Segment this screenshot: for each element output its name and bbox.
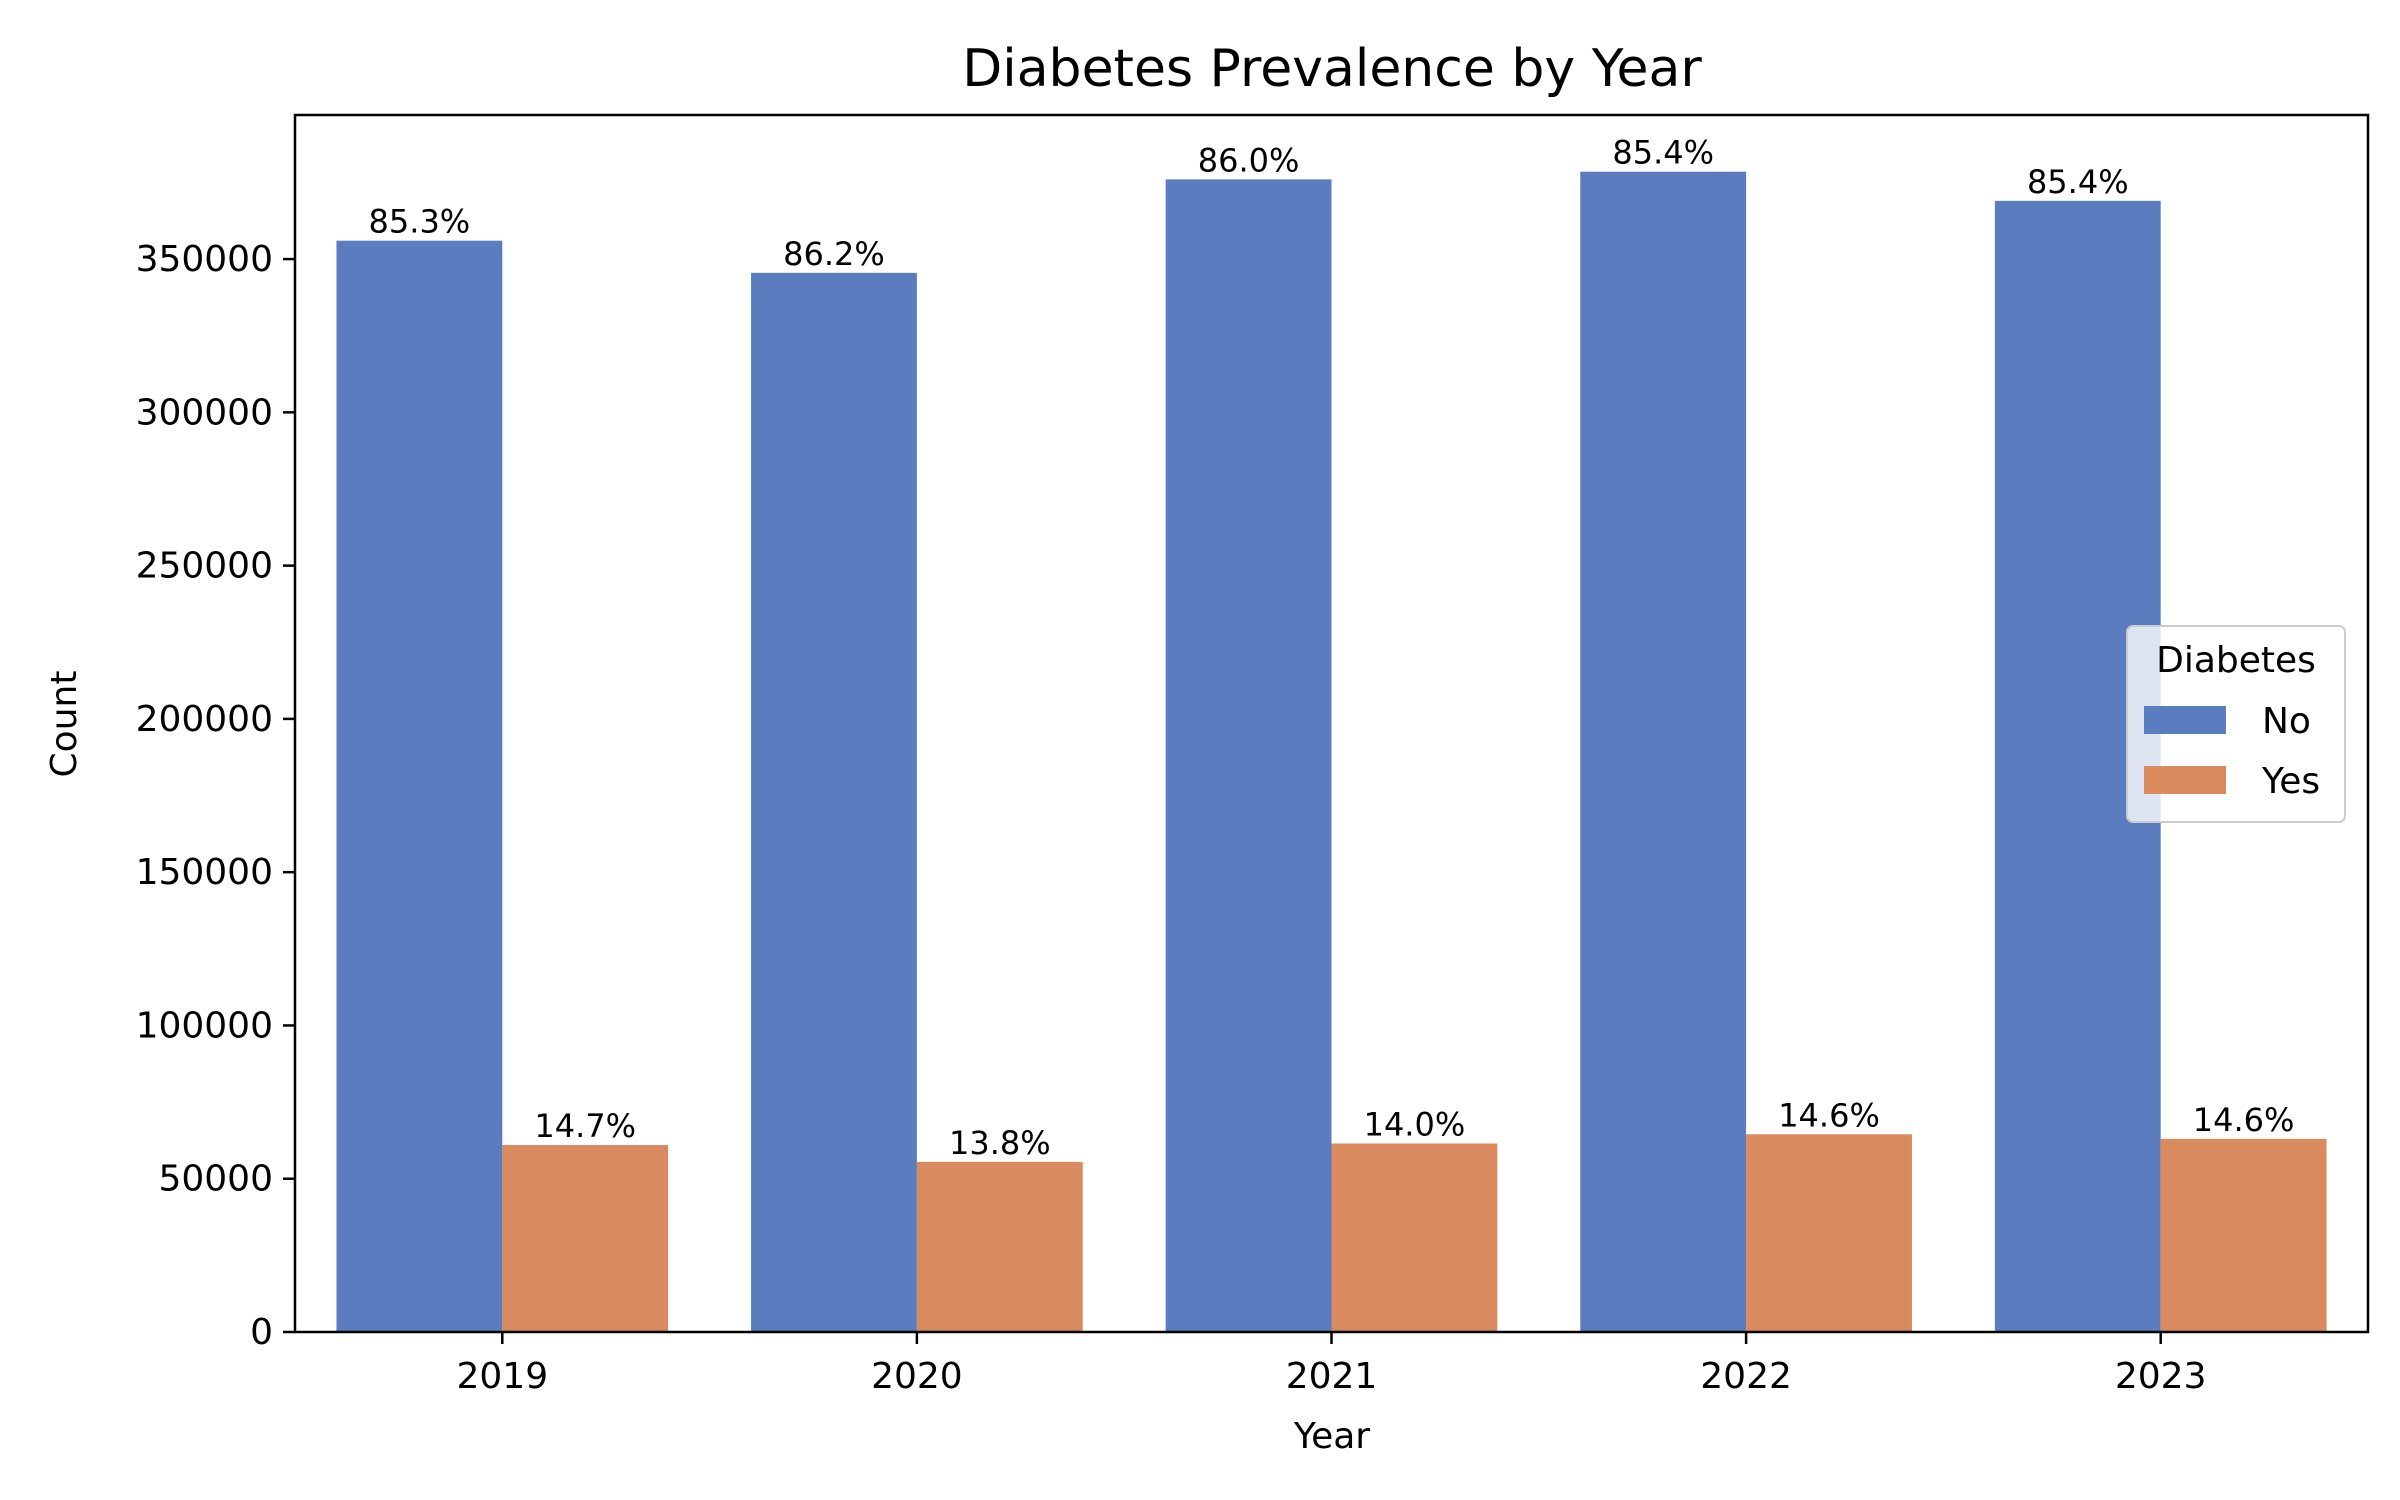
y-tick-label: 200000 xyxy=(136,699,273,740)
bar-no-2020 xyxy=(751,272,917,1332)
x-tick-label-2019: 2019 xyxy=(456,1356,548,1397)
x-axis-label: Year xyxy=(1293,1416,1370,1457)
y-axis-label: Count xyxy=(44,671,85,778)
bar-label-yes-2019: 14.7% xyxy=(534,1107,636,1145)
bar-label-yes-2022: 14.6% xyxy=(1778,1096,1880,1134)
x-tick-label-2023: 2023 xyxy=(2115,1356,2207,1397)
plot-frame xyxy=(293,113,2370,1334)
bar-label-no-2020: 86.2% xyxy=(783,235,885,273)
legend-label-no: No xyxy=(2262,701,2311,742)
chart-title: Diabetes Prevalence by Year xyxy=(962,39,1702,99)
x-tick-label-2020: 2020 xyxy=(871,1356,963,1397)
y-tick-label: 150000 xyxy=(136,852,273,893)
legend-swatch-yes xyxy=(2144,766,2226,794)
y-tick-label: 0 xyxy=(250,1312,273,1353)
bar-yes-2019 xyxy=(502,1145,669,1332)
y-tick-label: 50000 xyxy=(158,1159,273,1200)
bar-no-2019 xyxy=(336,240,503,1332)
x-tick-label-2022: 2022 xyxy=(1700,1356,1792,1397)
legend-label-yes: Yes xyxy=(2261,761,2320,802)
legend-swatch-no xyxy=(2144,706,2226,734)
bars-group xyxy=(336,171,2327,1333)
bar-yes-2023 xyxy=(2160,1138,2327,1332)
bar-label-no-2022: 85.4% xyxy=(1612,134,1714,172)
y-tick-label: 100000 xyxy=(136,1005,273,1046)
y-tick-label: 350000 xyxy=(136,239,273,280)
x-tick-label-2021: 2021 xyxy=(1286,1356,1378,1397)
bar-label-no-2019: 85.3% xyxy=(369,203,471,241)
legend-title: Diabetes xyxy=(2156,640,2316,681)
y-tick-label: 250000 xyxy=(136,546,273,587)
bar-no-2021 xyxy=(1165,179,1332,1332)
y-tick-label: 300000 xyxy=(136,392,273,433)
bar-labels-group: 85.3% 86.2% 86.0% 85.4% 85.4% 14.7% 13.8% 14.0%… xyxy=(369,134,2295,1162)
y-axis: 0 50000 100000 150000 200000 250000 300000 3500… xyxy=(136,239,295,1353)
bar-label-yes-2020: 13.8% xyxy=(949,1124,1051,1162)
bar-label-yes-2023: 14.6% xyxy=(2193,1101,2295,1139)
bar-yes-2022 xyxy=(1746,1134,1912,1332)
bar-no-2022 xyxy=(1580,171,1747,1333)
bar-label-yes-2021: 14.0% xyxy=(1364,1105,1466,1143)
x-axis: 2019 2020 2021 2022 2023 xyxy=(456,1332,2207,1397)
bar-label-no-2023: 85.4% xyxy=(2027,163,2129,201)
legend: Diabetes No Yes xyxy=(2126,625,2346,823)
bar-label-no-2021: 86.0% xyxy=(1198,141,1300,179)
bar-yes-2020 xyxy=(916,1161,1083,1332)
bar-yes-2021 xyxy=(1331,1143,1498,1332)
